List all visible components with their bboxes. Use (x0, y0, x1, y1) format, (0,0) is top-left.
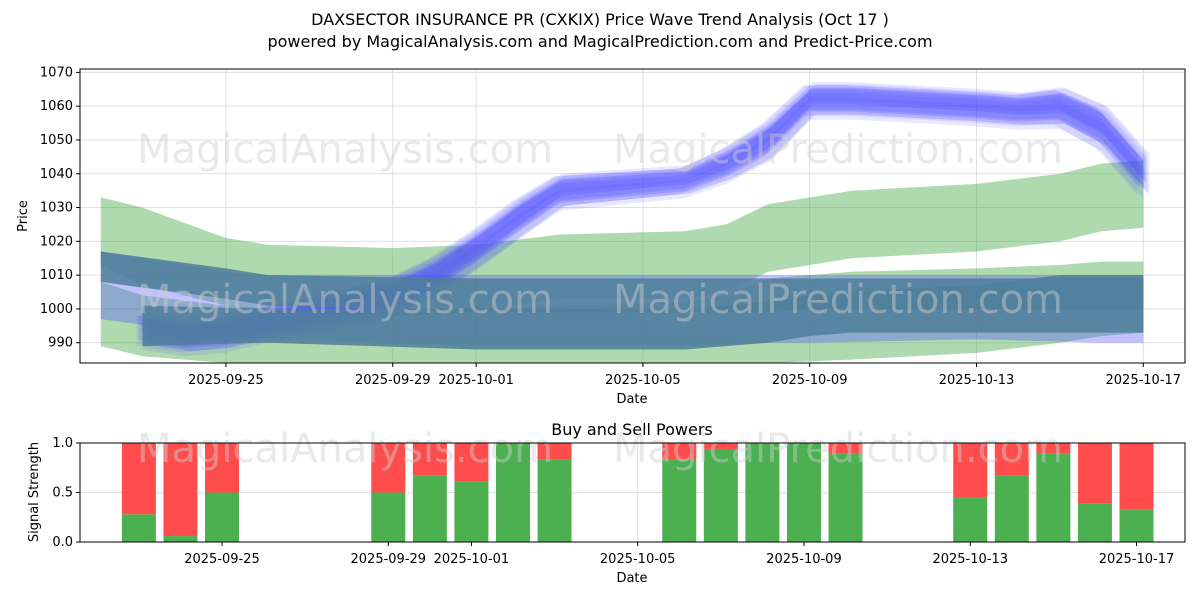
price-x-tick-label: 2025-10-01 (438, 373, 514, 388)
watermark-right-2: MagicalPrediction.com (613, 277, 1063, 323)
price-y-tick-label: 1050 (40, 133, 73, 148)
signal-y-label: Signal Strength (27, 442, 42, 542)
price-x-tick-label: 2025-09-25 (188, 373, 264, 388)
sell-bar (703, 443, 738, 449)
price-y-tick-label: 1030 (40, 201, 73, 216)
price-y-tick-label: 1060 (40, 99, 73, 114)
signal-y-tick-label: 1.0 (52, 436, 73, 451)
price-y-tick-label: 990 (48, 336, 73, 351)
sell-bar (537, 443, 572, 460)
buy-bar (703, 448, 738, 542)
sell-bar (1077, 443, 1112, 504)
price-watermarks: MagicalAnalysis.com MagicalPrediction.co… (137, 127, 1063, 323)
signal-y-tick-label: 0.5 (52, 486, 73, 501)
sell-bar (953, 443, 988, 498)
price-chart: MagicalAnalysis.com MagicalPrediction.co… (16, 65, 1186, 407)
price-x-tick-label: 2025-10-09 (772, 373, 848, 388)
chart-subtitle: powered by MagicalAnalysis.com and Magic… (267, 32, 932, 51)
buy-bar (454, 481, 489, 542)
signal-x-tick-label: 2025-10-01 (434, 552, 510, 567)
signal-watermarks: MagicalAnalysis.com MagicalPrediction.co… (137, 426, 1063, 472)
buy-bar (205, 492, 240, 542)
buy-bar (828, 453, 863, 542)
signal-x-tick-label: 2025-09-29 (351, 552, 427, 567)
sell-bar (163, 443, 198, 537)
signal-title: Buy and Sell Powers (551, 420, 713, 439)
price-x-label: Date (616, 392, 647, 407)
sell-bar (1036, 443, 1071, 454)
buy-bar (371, 492, 406, 542)
watermark-right-3: MagicalPrediction.com (613, 426, 1063, 472)
sell-bar (994, 443, 1029, 476)
price-band-layer (100, 82, 1150, 363)
price-x-tick-label: 2025-10-13 (939, 373, 1015, 388)
signal-ticks: 0.0 0.5 1.0 2025-09-25 2025-09-29 2025-10-01 2… (52, 436, 1174, 567)
sell-bar (454, 443, 489, 482)
signal-y-tick-label: 0.0 (52, 535, 73, 550)
band-steel-2 (142, 275, 1144, 350)
sell-bar (662, 443, 697, 460)
buy-bar (495, 443, 530, 542)
price-bands (100, 82, 1150, 363)
watermark-left-3: MagicalAnalysis.com (137, 426, 553, 472)
signal-x-tick-label: 2025-10-05 (600, 552, 676, 567)
signal-x-tick-label: 2025-09-25 (184, 552, 260, 567)
buy-bar (1036, 453, 1071, 542)
buy-bar (786, 443, 821, 542)
sell-bar (828, 443, 863, 454)
sell-bar (205, 443, 240, 493)
price-y-tick-label: 1000 (40, 302, 73, 317)
buy-bar (994, 475, 1029, 542)
sell-bar (371, 443, 406, 493)
sell-bar (412, 443, 447, 476)
price-wave-ribbon (145, 82, 1147, 342)
price-y-tick-label: 1020 (40, 234, 73, 249)
buy-bar (121, 514, 156, 542)
watermark-right: MagicalPrediction.com (613, 127, 1063, 173)
signal-bars (121, 443, 1154, 542)
watermark-left-2: MagicalAnalysis.com (137, 277, 553, 323)
watermark-left: MagicalAnalysis.com (137, 127, 553, 173)
buy-bar (953, 497, 988, 542)
signal-x-tick-label: 2025-10-13 (932, 552, 1008, 567)
sell-bar (1119, 443, 1154, 510)
price-x-tick-label: 2025-09-29 (355, 373, 431, 388)
price-ticks: 990 1000 1010 1020 1030 1040 1050 1060 1070 2025-… (40, 65, 1181, 388)
price-y-label: Price (16, 200, 31, 232)
signal-x-tick-label: 2025-10-17 (1099, 552, 1175, 567)
buy-bar (662, 459, 697, 542)
buy-bar (537, 459, 572, 542)
price-axes-frame (79, 68, 1186, 364)
price-y-tick-label: 1040 (40, 167, 73, 182)
sell-bar (121, 443, 156, 515)
buy-bar (745, 443, 780, 542)
price-x-tick-label: 2025-10-05 (605, 373, 681, 388)
buy-bar (1077, 503, 1112, 542)
buy-bar (163, 536, 198, 542)
buy-bar (1119, 509, 1154, 542)
signal-chart: Buy and Sell Powers MagicalAnalysis.com … (27, 420, 1186, 586)
buy-bar (412, 475, 447, 542)
signal-x-label: Date (616, 571, 647, 586)
chart-title: DAXSECTOR INSURANCE PR (CXKIX) Price Wav… (311, 10, 889, 29)
signal-x-tick-label: 2025-10-09 (766, 552, 842, 567)
price-y-tick-label: 1010 (40, 268, 73, 283)
price-x-tick-label: 2025-10-17 (1106, 373, 1182, 388)
price-y-tick-label: 1070 (40, 65, 73, 80)
